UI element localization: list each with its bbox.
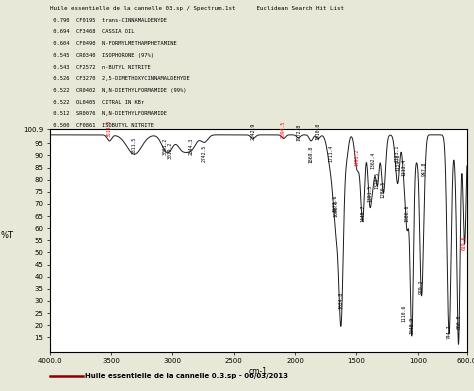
Text: 0.694  CF3468  CASSIA OIL: 0.694 CF3468 CASSIA OIL (50, 29, 134, 34)
Text: 1159.6: 1159.6 (396, 154, 401, 171)
Text: 0.526  CF3270  2,5-DIMETHOXYCINNAMALDEHYDE: 0.526 CF3270 2,5-DIMETHOXYCINNAMALDEHYDE (50, 76, 190, 81)
Text: 0.604  CF0490  N-FORMYLMETHAMPHETAMINE: 0.604 CF0490 N-FORMYLMETHAMPHETAMINE (50, 41, 176, 46)
Text: Huile essentielle de la cannelle 0.3.sp - 06/03/2013: Huile essentielle de la cannelle 0.3.sp … (85, 373, 288, 379)
Text: 1048.9: 1048.9 (410, 316, 414, 334)
Text: 1666.0: 1666.0 (334, 200, 338, 217)
Text: 744.7: 744.7 (447, 324, 452, 339)
Text: 3019.2: 3019.2 (168, 142, 173, 159)
Text: 2844.3: 2844.3 (189, 138, 194, 156)
Text: 2742.5: 2742.5 (201, 144, 207, 161)
Y-axis label: %T: %T (0, 231, 13, 240)
Text: 0.512  SR0076  N,N-DIETHYLFORMAMIDE: 0.512 SR0076 N,N-DIETHYLFORMAMIDE (50, 111, 167, 117)
Text: 1280.5: 1280.5 (381, 181, 386, 198)
Text: Huile essentielle de la cannelle 03.sp / Spectrum.1st      Euclidean Search Hit : Huile essentielle de la cannelle 03.sp /… (50, 6, 344, 11)
Text: 1110.6: 1110.6 (402, 304, 407, 321)
Text: 1624.8: 1624.8 (338, 292, 344, 309)
Text: 0.543  CF2572  n-BUTYL NITRITE: 0.543 CF2572 n-BUTYL NITRITE (50, 65, 151, 70)
Text: 947.8: 947.8 (422, 162, 427, 176)
Text: 1329.5: 1329.5 (375, 172, 380, 189)
Text: 1391.5: 1391.5 (367, 184, 372, 201)
Text: 3061.2: 3061.2 (163, 138, 167, 156)
Text: 0.522  CR0402  N,N-DIETHYLFORMAMIDE (99%): 0.522 CR0402 N,N-DIETHYLFORMAMIDE (99%) (50, 88, 186, 93)
Text: 0.522  OL0405  CITRAL IN KBr: 0.522 OL0405 CITRAL IN KBr (50, 100, 144, 105)
X-axis label: cm-1: cm-1 (249, 367, 268, 376)
Text: 2094.5: 2094.5 (281, 121, 286, 138)
Text: 1449.7: 1449.7 (360, 205, 365, 222)
Text: 2342.9: 2342.9 (251, 122, 255, 140)
Text: 1711.4: 1711.4 (328, 144, 333, 161)
Text: 1086.6: 1086.6 (405, 205, 410, 222)
Text: 1362.4: 1362.4 (371, 152, 376, 169)
Text: 0.790  CF0195  trans-CINNAMALDENYDE: 0.790 CF0195 trans-CINNAMALDENYDE (50, 18, 167, 23)
Text: 1810.8: 1810.8 (316, 122, 321, 140)
Text: 970.2: 970.2 (419, 279, 424, 294)
Text: 3311.5: 3311.5 (132, 137, 137, 154)
Text: 0.500  CF0861  ISOBUTYL NITRITE: 0.500 CF0861 ISOBUTYL NITRITE (50, 123, 154, 128)
Text: 1869.8: 1869.8 (309, 145, 314, 163)
Text: 1972.8: 1972.8 (296, 124, 301, 141)
Text: 619.6: 619.6 (462, 236, 467, 250)
Text: 1173.1: 1173.1 (394, 144, 399, 161)
Text: 3514.0: 3514.0 (107, 119, 112, 136)
Text: 1113.4: 1113.4 (401, 159, 406, 176)
Text: 1672.6: 1672.6 (333, 195, 338, 212)
Text: 666.8: 666.8 (456, 314, 461, 329)
Text: 1495.2: 1495.2 (355, 149, 360, 167)
Text: 0.545  CR0340  ISOPHORONE (97%): 0.545 CR0340 ISOPHORONE (97%) (50, 53, 154, 58)
